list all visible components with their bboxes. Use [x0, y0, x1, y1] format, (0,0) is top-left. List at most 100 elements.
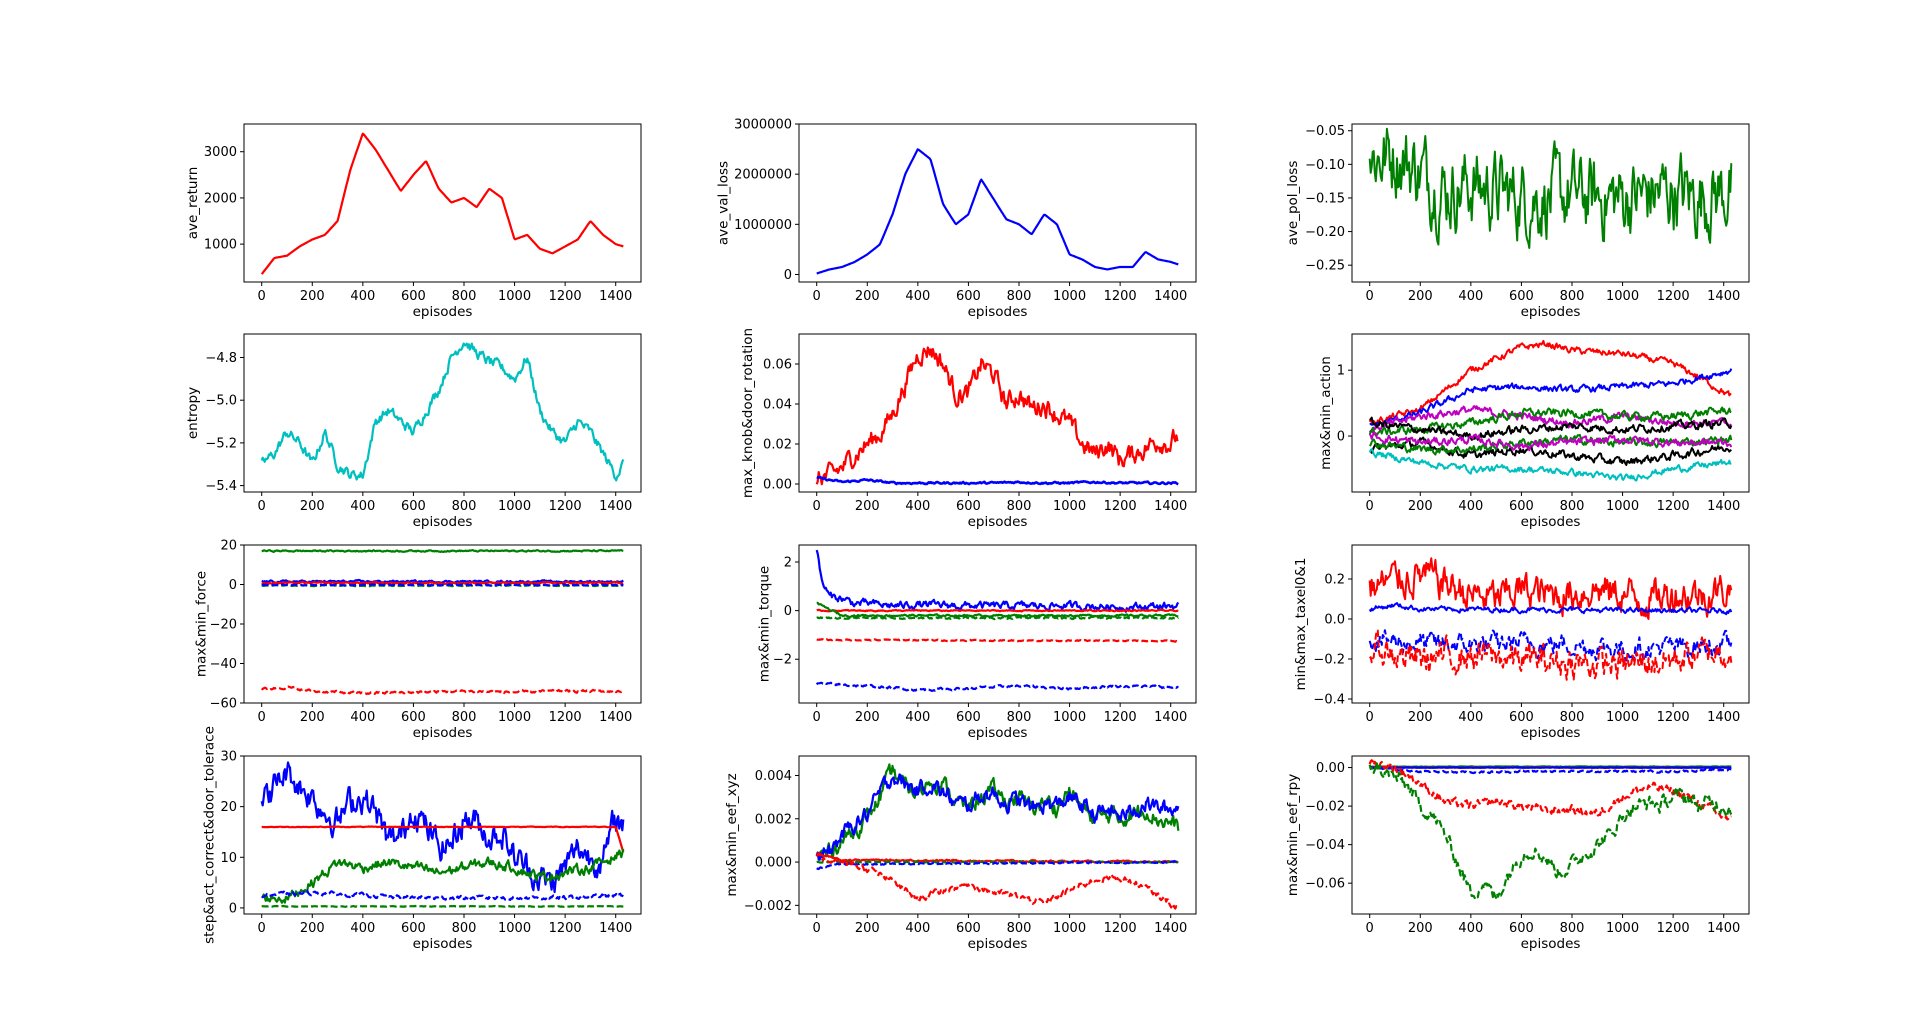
- x-tick-label: 1000: [1606, 499, 1639, 514]
- x-tick-label: 0: [1366, 289, 1374, 304]
- y-tick-label: −0.15: [1305, 191, 1345, 206]
- x-tick-label: 1400: [599, 289, 632, 304]
- x-tick-label: 400: [905, 921, 930, 936]
- x-tick-label: 1200: [1657, 710, 1690, 725]
- axes-frame: [1351, 333, 1750, 493]
- x-tick-label: 1200: [1104, 921, 1137, 936]
- y-tick-label: 0: [784, 604, 792, 619]
- x-tick-label: 400: [1458, 710, 1483, 725]
- x-tick-label: 1200: [1657, 921, 1690, 936]
- y-tick-label: 2000: [204, 191, 237, 206]
- series-line-1: [1368, 557, 1733, 620]
- series-line-5: [261, 904, 624, 908]
- x-tick-label: 200: [1408, 710, 1433, 725]
- y-axis-label: max&min_action: [1318, 356, 1334, 470]
- series-line-9: [1368, 448, 1732, 482]
- x-tick-label: 200: [300, 289, 325, 304]
- series-line-2: [815, 773, 1180, 861]
- x-tick-label: 200: [855, 499, 880, 514]
- x-tick-label: 1200: [549, 921, 582, 936]
- x-tick-label: 400: [905, 710, 930, 725]
- x-tick-label: 400: [1458, 289, 1483, 304]
- series-line-1: [1368, 127, 1733, 249]
- plot-area: [1368, 339, 1733, 482]
- x-axis-label: episodes: [413, 725, 473, 741]
- x-tick-label: 800: [452, 499, 477, 514]
- x-tick-label: 800: [452, 289, 477, 304]
- x-tick-label: 0: [258, 499, 266, 514]
- subplot-entropy: 0 200 400 600 800 1000 1200 1400 −5.4 −5.2 −5.0 −4.…: [185, 333, 642, 530]
- y-tick-label: 30: [220, 750, 237, 765]
- y-axis-label: max&min_eef_rpy: [1285, 774, 1301, 896]
- x-tick-label: 200: [1408, 499, 1433, 514]
- axes-frame: [1351, 755, 1750, 915]
- y-tick-label: −0.20: [1305, 225, 1345, 240]
- x-tick-label: 600: [956, 289, 981, 304]
- x-tick-label: 200: [1408, 921, 1433, 936]
- x-tick-label: 0: [1366, 499, 1374, 514]
- y-axis-label: max_knob&door_rotation: [740, 328, 756, 498]
- x-tick-label: 1400: [1707, 289, 1740, 304]
- series-line-3: [261, 848, 625, 904]
- x-tick-label: 1000: [498, 710, 531, 725]
- y-tick-label: −20: [210, 618, 237, 633]
- series-line-4: [816, 615, 1179, 621]
- x-tick-label: 800: [1007, 710, 1032, 725]
- x-axis-label: episodes: [1521, 304, 1581, 320]
- x-tick-label: 1000: [498, 921, 531, 936]
- y-tick-label: 3000000: [734, 118, 792, 133]
- y-tick-label: −5.2: [205, 436, 237, 451]
- x-axis-label: episodes: [413, 936, 473, 952]
- series-line-3: [261, 580, 624, 586]
- x-tick-label: 800: [1560, 921, 1585, 936]
- y-tick-label: −5.4: [205, 479, 237, 494]
- y-tick-label: −40: [210, 657, 237, 672]
- y-tick-label: 0.04: [763, 398, 792, 413]
- series-line-3: [1368, 629, 1733, 662]
- x-tick-label: 0: [813, 921, 821, 936]
- series-line-5: [1368, 759, 1732, 821]
- x-tick-label: 1400: [1707, 710, 1740, 725]
- y-tick-label: 0: [229, 901, 237, 916]
- y-tick-label: 0.0: [1324, 613, 1345, 628]
- x-tick-label: 200: [855, 921, 880, 936]
- x-tick-label: 1000: [1053, 289, 1086, 304]
- series-line-6: [815, 852, 1180, 910]
- plot-area: [815, 549, 1180, 693]
- subplot-max_knob_door_rotation: 0 200 400 600 800 1000 1200 1400 0.00 0.02 0.04 0.0…: [740, 328, 1197, 530]
- x-tick-label: 800: [1007, 499, 1032, 514]
- series-line-4: [1368, 406, 1732, 437]
- series-line-4: [1369, 765, 1732, 775]
- series-line-6: [260, 685, 625, 696]
- series-line-1: [260, 761, 625, 894]
- series-line-1: [261, 548, 624, 554]
- x-tick-label: 1200: [549, 710, 582, 725]
- x-tick-label: 200: [855, 710, 880, 725]
- axes-frame: [243, 333, 642, 493]
- y-tick-label: −0.002: [744, 899, 792, 914]
- subplot-max_min_torque: 0 200 400 600 800 1000 1200 1400 −2 0 2 episodes max…: [757, 544, 1197, 741]
- x-tick-label: 400: [905, 289, 930, 304]
- y-tick-label: 0.000: [755, 856, 792, 871]
- x-tick-label: 600: [956, 921, 981, 936]
- y-tick-label: 1000: [204, 238, 237, 253]
- series-line-3: [816, 601, 1179, 619]
- y-tick-label: 2: [784, 556, 792, 571]
- x-tick-label: 200: [1408, 289, 1433, 304]
- y-tick-label: −5.0: [205, 394, 237, 409]
- plot-area: [815, 763, 1180, 910]
- y-tick-label: 0: [784, 268, 792, 283]
- series-line-2: [816, 475, 1179, 486]
- x-tick-label: 1000: [498, 289, 531, 304]
- x-tick-label: 1200: [1104, 289, 1137, 304]
- x-tick-label: 1200: [1657, 499, 1690, 514]
- x-tick-label: 0: [258, 710, 266, 725]
- x-tick-label: 1200: [549, 499, 582, 514]
- y-tick-label: 0.002: [755, 812, 792, 827]
- plot-area: [815, 346, 1179, 486]
- y-axis-label: ave_val_loss: [716, 161, 732, 245]
- x-tick-label: 1200: [1104, 499, 1137, 514]
- subplot-ave_val_loss: 0 200 400 600 800 1000 1200 1400 0 1000000 2000000…: [716, 118, 1197, 320]
- axes-frame: [243, 123, 642, 283]
